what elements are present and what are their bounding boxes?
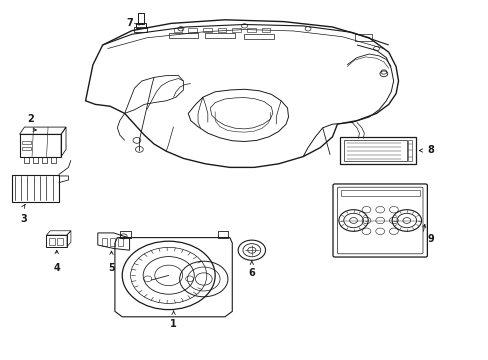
Bar bbox=[217, 28, 226, 32]
Bar bbox=[12, 175, 59, 202]
Bar bbox=[168, 33, 198, 38]
Bar bbox=[354, 34, 371, 41]
Bar bbox=[24, 157, 29, 163]
Bar bbox=[22, 147, 31, 150]
Bar bbox=[49, 238, 55, 245]
Text: 3: 3 bbox=[20, 214, 27, 224]
Bar bbox=[340, 190, 419, 196]
Bar bbox=[33, 157, 38, 163]
Text: 8: 8 bbox=[427, 145, 434, 156]
Bar bbox=[232, 28, 241, 32]
Bar bbox=[46, 235, 67, 247]
Bar bbox=[173, 28, 182, 32]
Text: 1: 1 bbox=[170, 319, 177, 329]
Bar bbox=[205, 33, 234, 38]
Bar bbox=[102, 238, 106, 246]
Bar bbox=[246, 28, 255, 32]
Text: 2: 2 bbox=[27, 114, 34, 124]
Bar bbox=[407, 140, 411, 161]
Bar bbox=[51, 157, 56, 163]
Bar bbox=[244, 34, 273, 39]
Bar bbox=[217, 231, 228, 238]
Bar bbox=[22, 141, 31, 144]
Text: 6: 6 bbox=[248, 268, 255, 278]
Bar bbox=[20, 134, 61, 157]
Bar bbox=[57, 238, 63, 245]
Text: 7: 7 bbox=[126, 18, 133, 28]
Bar bbox=[118, 238, 123, 246]
Text: 5: 5 bbox=[108, 263, 115, 273]
Bar bbox=[261, 28, 270, 32]
Bar bbox=[138, 13, 143, 24]
Bar bbox=[42, 157, 47, 163]
Text: 4: 4 bbox=[53, 263, 60, 273]
Bar bbox=[203, 28, 211, 32]
Bar bbox=[188, 28, 197, 32]
Text: 9: 9 bbox=[427, 234, 434, 244]
Bar bbox=[110, 238, 115, 246]
Bar bbox=[136, 23, 145, 28]
Bar bbox=[134, 27, 147, 32]
Bar bbox=[339, 137, 415, 164]
Bar bbox=[343, 140, 407, 161]
Bar bbox=[120, 231, 130, 238]
